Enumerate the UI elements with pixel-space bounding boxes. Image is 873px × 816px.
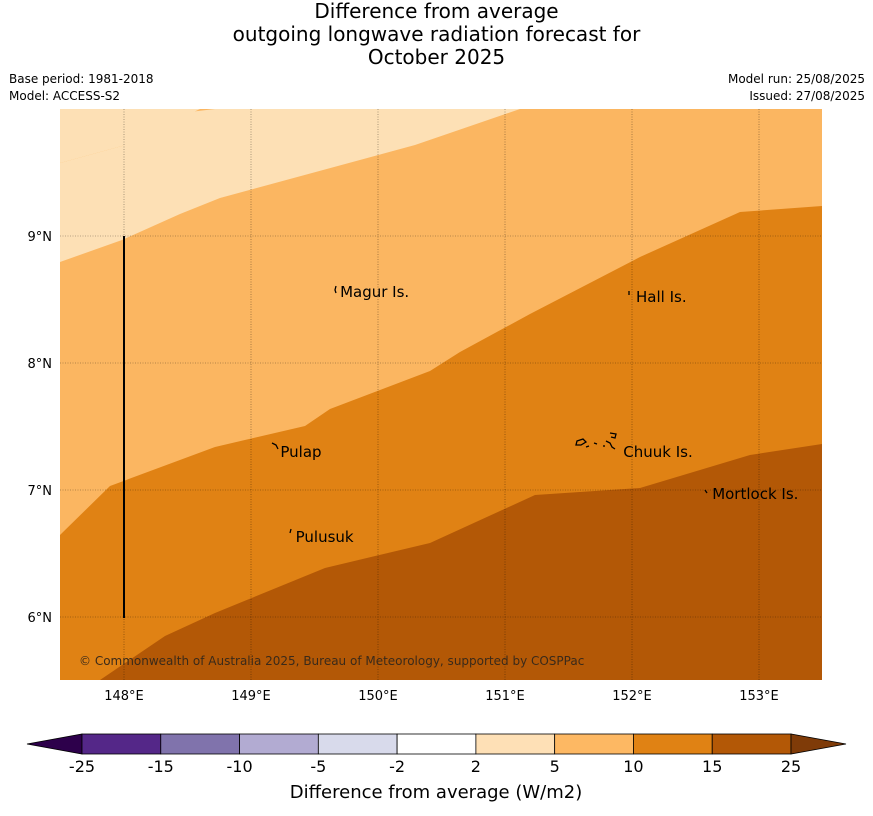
colorbar-tick-5: 2 xyxy=(471,757,481,776)
colorbar-tick-0: -25 xyxy=(69,757,95,776)
colorbar-extend-high xyxy=(790,733,847,755)
colorbar-segment-1 xyxy=(160,733,240,755)
colorbar-segment-4 xyxy=(396,733,477,755)
place-label-4: Mortlock Is. xyxy=(712,485,798,503)
place-label-5: Pulusuk xyxy=(296,528,354,546)
meta-left: Base period: 1981-2018 Model: ACCESS-S2 xyxy=(9,71,154,105)
colorbar-tick-1: -15 xyxy=(148,757,174,776)
colorbar-tick-3: -5 xyxy=(310,757,326,776)
model-run-text: Model run: 25/08/2025 xyxy=(727,72,865,86)
lon-tick-label-4: 152°E xyxy=(612,689,652,704)
lon-tick-label-5: 153°E xyxy=(739,689,779,704)
place-label-2: Pulap xyxy=(280,443,321,461)
colorbar-extend-low xyxy=(26,733,83,755)
colorbar-tick-9: 25 xyxy=(781,757,801,776)
forecast-field xyxy=(60,109,822,680)
title-line-3: October 2025 xyxy=(367,45,506,69)
lon-tick-label-3: 151°E xyxy=(485,689,525,704)
place-label-3: Chuuk Is. xyxy=(623,443,692,461)
colorbar-tick-2: -10 xyxy=(226,757,252,776)
lat-tick-label-2: 7°N xyxy=(28,484,53,499)
issued-text: Issued: 27/08/2025 xyxy=(749,89,865,103)
colorbar-tick-4: -2 xyxy=(389,757,405,776)
place-label-0: Magur Is. xyxy=(340,283,409,301)
latitude-ticks: 9°N 8°N 7°N 6°N xyxy=(28,230,53,626)
meta-right: Model run: 25/08/2025 Issued: 27/08/2025 xyxy=(728,71,865,105)
colorbar-segment-3 xyxy=(317,733,398,755)
colorbar-segment-5 xyxy=(475,733,556,755)
title-line-1: Difference from average xyxy=(314,0,559,23)
lat-tick-label-0: 9°N xyxy=(28,230,53,245)
lon-tick-label-2: 150°E xyxy=(358,689,398,704)
colorbar-segment-0 xyxy=(81,733,162,755)
colorbar-tick-6: 5 xyxy=(550,757,560,776)
colorbar-tick-8: 15 xyxy=(702,757,722,776)
colorbar-segment-2 xyxy=(239,733,319,755)
colorbar-title: Difference from average (W/m2) xyxy=(290,782,582,803)
lat-tick-label-3: 6°N xyxy=(28,611,53,626)
zone-15-to-25 xyxy=(100,444,822,680)
base-period-text: Base period: 1981-2018 xyxy=(9,72,154,86)
pulusuk-island-shape xyxy=(289,528,292,534)
colorbar-tick-7: 10 xyxy=(623,757,643,776)
colorbar-segment-7 xyxy=(633,733,713,755)
colorbar-segment-6 xyxy=(554,733,634,755)
map-title: Difference from average outgoing longwav… xyxy=(0,0,873,69)
lat-tick-label-1: 8°N xyxy=(28,357,53,372)
place-label-1: Hall Is. xyxy=(636,288,687,306)
title-line-2: outgoing longwave radiation forecast for xyxy=(232,22,641,46)
model-text: Model: ACCESS-S2 xyxy=(9,89,121,103)
colorbar: -25 -15 -10 -5 -2 2 5 10 15 25 xyxy=(26,733,847,776)
colorbar-segment-8 xyxy=(711,733,792,755)
magur-island-shape xyxy=(334,285,337,294)
zone-2-to-5-upper xyxy=(60,109,520,262)
lon-tick-label-1: 149°E xyxy=(231,689,271,704)
longitude-ticks: 148°E 149°E 150°E 151°E 152°E 153°E xyxy=(104,689,779,704)
pulap-island-shape xyxy=(271,442,279,450)
lon-tick-label-0: 148°E xyxy=(104,689,144,704)
mortlock-island-shape xyxy=(704,489,708,494)
place-labels: Magur Is. Hall Is. Pulap Chuuk Is. Mortlock … xyxy=(280,283,798,546)
island-outlines xyxy=(271,285,708,534)
chuuk-lagoon-shape xyxy=(575,432,617,450)
copyright-text: © Commonwealth of Australia 2025, Bureau… xyxy=(79,654,584,668)
